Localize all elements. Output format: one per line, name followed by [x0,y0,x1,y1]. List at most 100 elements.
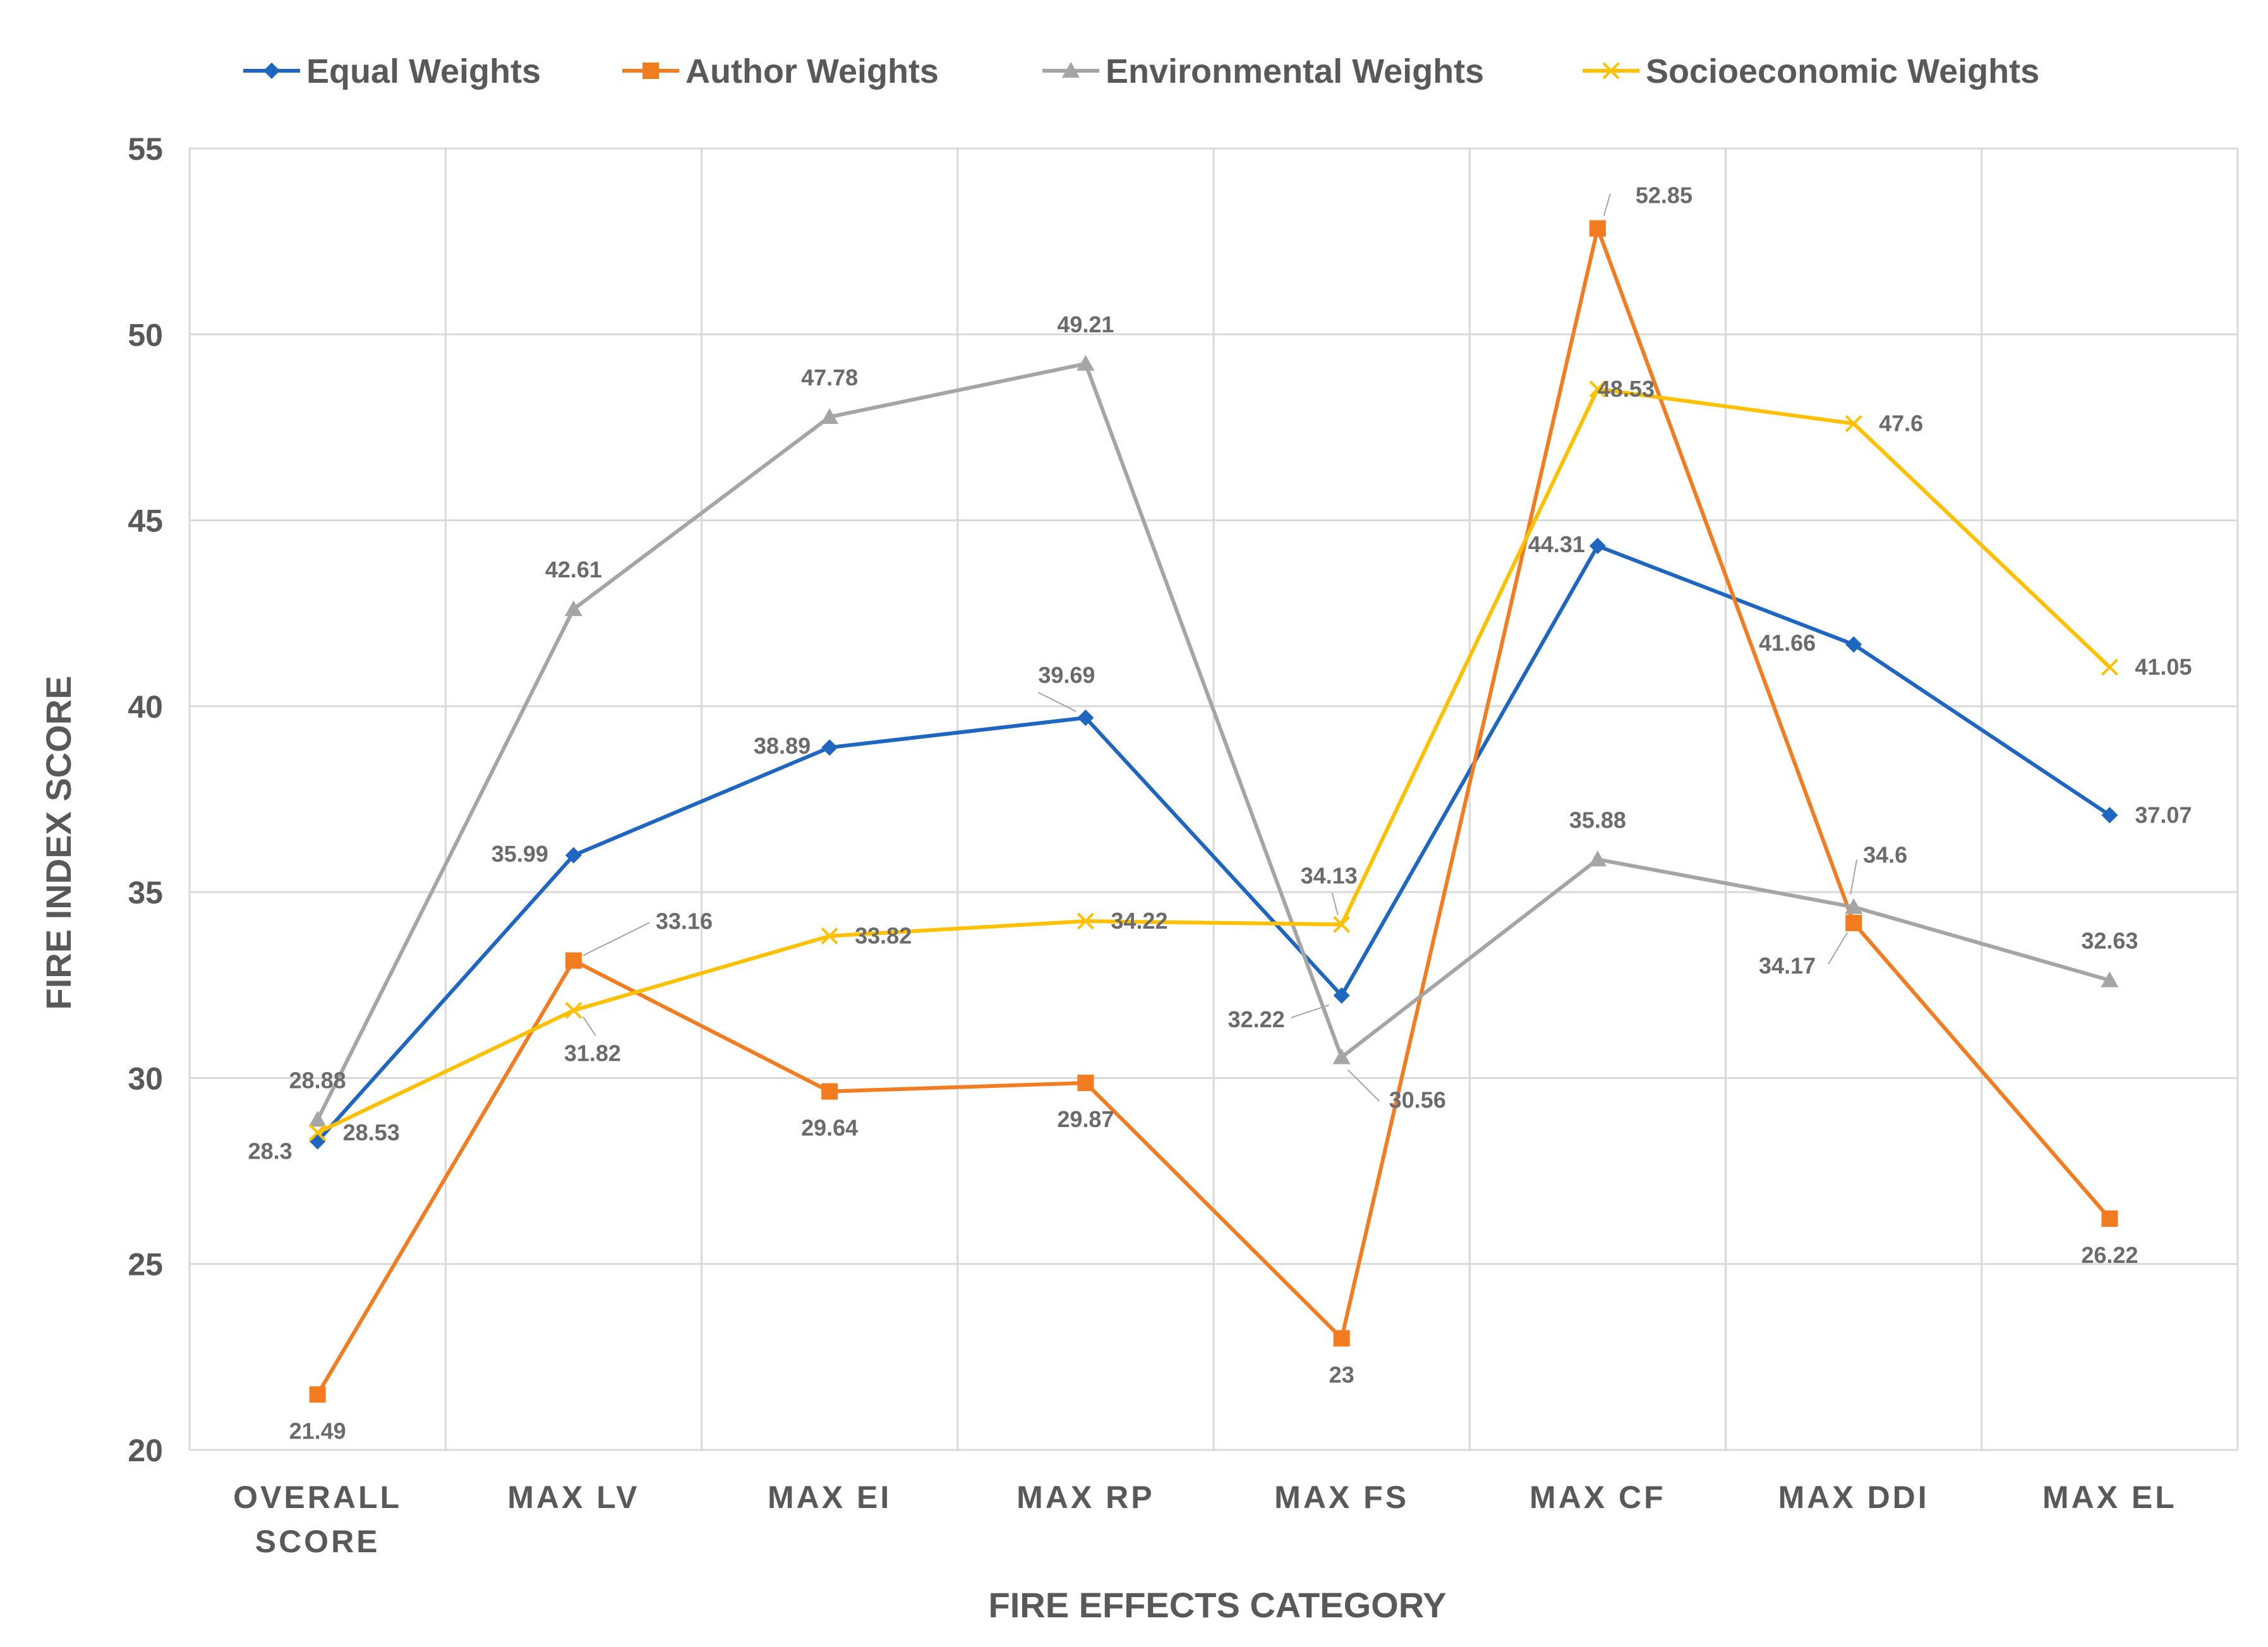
data-label: 37.07 [2135,802,2192,828]
data-point-marker [821,1083,838,1100]
data-point-marker [2101,1210,2118,1227]
data-label: 28.88 [289,1067,346,1093]
y-tick-label: 20 [128,1433,163,1468]
marker-stroke [1333,915,1351,933]
series-line [316,226,2111,1396]
data-point-marker [308,1111,327,1127]
x-axis-ticks: OVERALL SCORE MAX LV MAX EI MAX RP MAX FS MAX … [233,1480,2177,1559]
marker-stroke [565,1001,582,1019]
legend-label: Environmental Weights [1106,52,1484,90]
data-label: 47.78 [801,365,858,390]
data-labels: 28.3 35.99 38.89 39.69 32.22 44.31 41.66 37.07 2… [248,183,2192,1444]
data-point-marker [642,63,659,79]
data-point-marker [564,600,582,617]
data-label: 32.63 [2081,928,2138,954]
data-point-marker [821,407,839,424]
y-tick-label: 55 [128,131,163,167]
data-point-marker [1602,62,1620,80]
label-leader-line [1037,692,1077,712]
data-label: 41.66 [1759,630,1816,656]
data-label: 21.49 [289,1418,346,1444]
legend-item: Socioeconomic Weights [1583,52,2039,90]
data-point-marker [565,1001,582,1019]
data-label: 34.22 [1111,908,1167,934]
marker-stroke [1602,62,1620,80]
label-leader-line [1603,193,1611,216]
series-line [317,387,2111,1135]
data-label: 32.22 [1228,1006,1285,1032]
data-label: 44.31 [1528,531,1585,557]
data-label: 42.61 [545,557,602,582]
data-point-marker [309,1124,327,1142]
data-label: 33.16 [656,908,713,934]
data-label: 23 [1329,1361,1354,1387]
data-point-marker [1077,709,1094,727]
data-label: 33.82 [855,923,912,949]
series-line [315,361,2111,1121]
label-leader-line [1828,932,1848,965]
series-environmental-weights [308,354,2119,1127]
data-label: 47.6 [1879,411,1923,437]
series-line [316,544,2111,1143]
marker-stroke [821,927,838,945]
data-label: 49.21 [1057,311,1114,337]
data-point-marker [1845,898,1863,914]
x-tick-label: MAX EI [768,1480,891,1515]
data-point-marker [1589,380,1607,398]
x-tick-label: MAX EL [2042,1480,2177,1515]
label-leader-line [1347,1069,1380,1102]
data-label: 26.22 [2081,1242,2138,1268]
series-lines [308,220,2119,1403]
data-label: 39.69 [1038,662,1095,688]
marker-stroke [2101,658,2118,676]
legend-item: Equal Weights [243,52,541,90]
x-tick-label: MAX DDI [1778,1480,1929,1515]
data-label: 28.53 [343,1119,400,1145]
data-point-marker [1077,354,1095,371]
y-tick-label: 40 [128,689,163,725]
data-point-marker [1845,914,1862,931]
data-label: 29.64 [801,1115,858,1141]
data-label: 29.87 [1057,1106,1114,1132]
data-point-marker [1588,850,1607,867]
x-tick-label: MAX LV [507,1480,639,1515]
x-tick-label: OVERALL [233,1480,402,1515]
legend-label: Socioeconomic Weights [1646,52,2039,90]
legend-label: Author Weights [685,52,939,90]
data-point-marker [1333,915,1351,933]
data-label: 31.82 [564,1040,621,1066]
data-point-marker [2101,971,2119,987]
legend-item: Author Weights [622,52,939,90]
series-equal-weights [309,538,2118,1150]
data-point-marker [565,952,582,969]
y-tick-label: 50 [128,317,163,353]
data-point-marker [309,1386,326,1403]
data-point-marker [1589,220,1606,237]
data-label: 34.6 [1863,842,1907,868]
gridlines [188,147,2239,1451]
data-point-marker [2101,658,2118,676]
data-point-marker [1333,987,1350,1004]
legend-item: Environmental Weights [1042,52,1484,90]
y-axis-ticks: 20 25 30 35 40 45 50 55 [128,131,163,1468]
data-point-marker [565,847,582,864]
label-leader-line [1291,1004,1329,1018]
data-point-marker [263,63,280,79]
series-author-weights [309,220,2118,1403]
data-point-marker [821,739,838,756]
y-axis-title: FIRE INDEX SCORE [39,676,78,1010]
legend-label: Equal Weights [306,52,541,90]
data-point-marker [1077,1075,1094,1092]
y-tick-label: 30 [128,1061,163,1096]
data-point-marker [1332,1048,1351,1065]
legend: Equal Weights Author Weights Environmental… [243,52,2039,90]
data-point-marker [1845,636,1862,653]
marker-stroke [309,1124,327,1142]
data-point-marker [2101,807,2118,824]
data-point-marker [1333,1330,1350,1347]
data-label: 35.88 [1569,807,1626,833]
y-tick-label: 45 [128,504,163,539]
data-point-marker [1077,912,1094,930]
data-label: 30.56 [1389,1087,1446,1113]
